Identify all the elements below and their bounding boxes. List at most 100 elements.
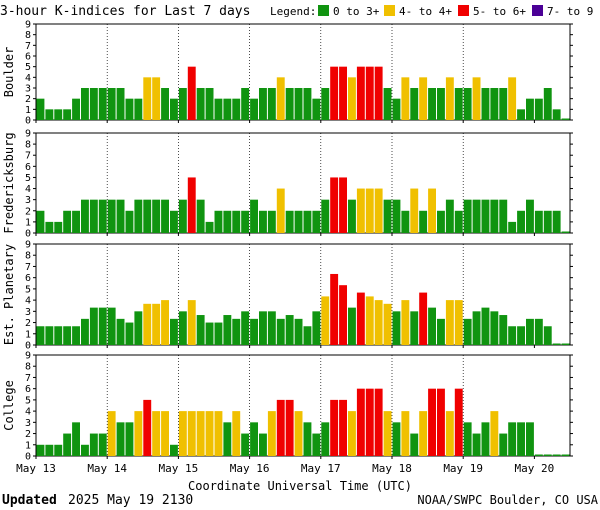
kindex-bar <box>490 199 499 233</box>
y-tick-label: 3 <box>25 418 31 429</box>
y-tick-label: 1 <box>25 105 31 116</box>
kindex-bar <box>170 444 178 456</box>
x-tick-label: May 18 <box>372 462 412 475</box>
kindex-bar <box>81 318 89 345</box>
kindex-bar <box>463 88 472 120</box>
kindex-bar <box>481 88 490 120</box>
kindex-bar <box>116 199 125 233</box>
kindex-bar <box>267 311 276 345</box>
y-tick-label: 9 <box>25 129 31 140</box>
kindex-bar <box>561 118 570 120</box>
kindex-bar <box>454 300 463 345</box>
kindex-bar <box>81 88 89 120</box>
legend-label: 4- to 4+ <box>399 5 452 18</box>
kindex-bar <box>232 98 241 120</box>
kindex-bar <box>552 210 561 233</box>
kindex-bar <box>410 433 419 456</box>
kindex-bar <box>401 300 410 345</box>
kindex-bar <box>534 210 543 233</box>
kindex-bar <box>517 422 525 456</box>
kindex-bar <box>419 210 428 233</box>
kindex-bar <box>107 307 116 345</box>
kindex-bar <box>543 88 552 120</box>
kindex-bar <box>374 188 383 233</box>
kindex-bar <box>276 188 285 233</box>
kindex-bar <box>392 98 401 120</box>
y-tick-label: 8 <box>25 30 31 41</box>
kindex-bar <box>161 199 169 233</box>
kindex-bar <box>356 292 365 345</box>
kindex-bar <box>330 273 339 345</box>
y-tick-label: 0 <box>25 229 31 240</box>
kindex-bar <box>472 199 481 233</box>
kindex-bar <box>196 199 205 233</box>
kindex-bar <box>472 77 481 120</box>
kindex-bar <box>232 318 241 345</box>
y-tick-label: 1 <box>25 440 31 451</box>
kindex-bar <box>321 422 330 456</box>
kindex-bar <box>45 326 54 345</box>
kindex-bar <box>374 388 383 456</box>
kindex-bar <box>312 311 321 345</box>
station-label: Est. Planetary <box>2 244 16 345</box>
kindex-bar <box>205 322 214 345</box>
chart-title: 3-hour K-indices for Last 7 days <box>0 4 250 19</box>
kindex-bar <box>36 326 45 345</box>
kindex-bar <box>303 210 312 233</box>
kindex-bar <box>321 199 330 233</box>
kindex-bar <box>348 307 356 345</box>
kindex-bar <box>454 210 463 233</box>
kindex-bar <box>89 88 98 120</box>
kindex-bar <box>508 326 517 345</box>
kindex-bar <box>107 88 116 120</box>
kindex-bar <box>561 454 570 456</box>
kindex-bar <box>134 199 143 233</box>
kindex-bar <box>534 454 543 456</box>
kindex-bar <box>454 88 463 120</box>
kindex-bar <box>152 199 161 233</box>
kindex-bar <box>383 411 392 456</box>
kindex-bar <box>98 88 107 120</box>
kindex-bar <box>36 444 45 456</box>
kindex-bar <box>259 210 267 233</box>
kindex-bar <box>285 210 294 233</box>
kindex-bar <box>152 303 161 345</box>
kindex-bar <box>321 88 330 120</box>
kindex-bar <box>259 88 267 120</box>
y-tick-label: 0 <box>25 116 31 127</box>
kindex-bar <box>463 318 472 345</box>
kindex-bar <box>312 210 321 233</box>
kindex-bar <box>410 311 419 345</box>
kindex-bar <box>107 199 116 233</box>
kindex-bar <box>205 88 214 120</box>
kindex-bar <box>81 444 89 456</box>
kindex-bar <box>170 98 178 120</box>
kindex-bar <box>490 311 499 345</box>
kindex-bar <box>294 88 303 120</box>
y-tick-label: 7 <box>25 373 31 384</box>
kindex-bar <box>276 399 285 456</box>
y-tick-label: 6 <box>25 52 31 63</box>
kindex-bar <box>490 411 499 456</box>
kindex-bar <box>526 98 534 120</box>
kindex-bar <box>499 88 508 120</box>
kindex-bar <box>36 210 45 233</box>
kindex-bar <box>419 77 428 120</box>
kindex-bar <box>561 343 570 345</box>
kindex-bar <box>223 210 232 233</box>
y-tick-label: 0 <box>25 341 31 352</box>
kindex-bar <box>294 318 303 345</box>
kindex-bar <box>294 411 303 456</box>
kindex-bar <box>125 98 134 120</box>
x-axis-label: Coordinate Universal Time (UTC) <box>188 479 412 493</box>
y-tick-label: 8 <box>25 140 31 151</box>
kindex-bar <box>205 221 214 233</box>
kindex-bar <box>161 300 169 345</box>
y-tick-label: 4 <box>25 73 31 84</box>
kindex-bar <box>81 199 89 233</box>
kindex-bar <box>543 454 552 456</box>
kindex-bar <box>534 318 543 345</box>
kindex-bar <box>214 98 223 120</box>
y-tick-label: 3 <box>25 84 31 95</box>
